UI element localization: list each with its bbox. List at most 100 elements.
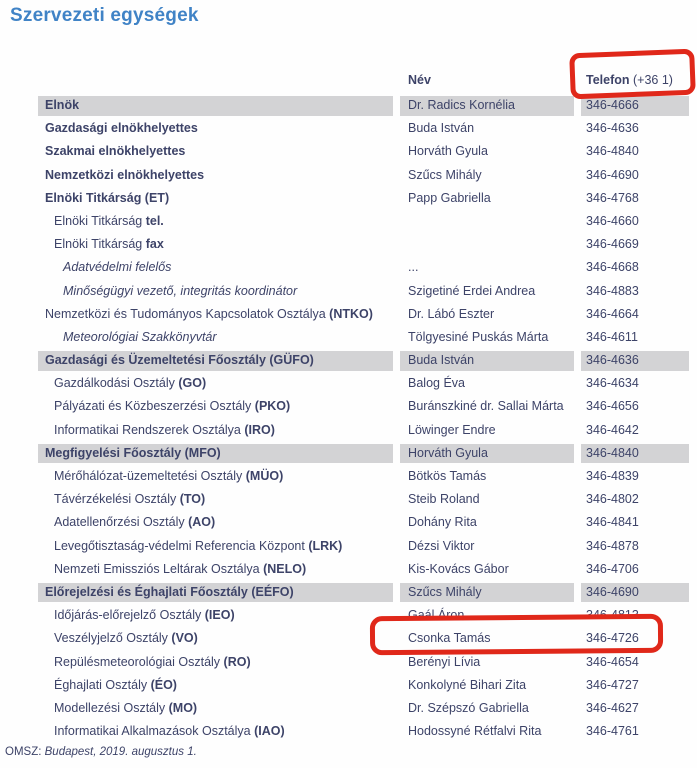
unit-cell: Megfigyelési Főosztály (MFO): [38, 443, 393, 464]
org-units-table: Név Telefon (+36 1) Elnök Dr. Radics Korn…: [38, 62, 689, 745]
unit-cell: Informatikai Alkalmazások Osztálya (IAO): [54, 724, 285, 739]
unit-abbreviation: (VO): [171, 631, 198, 646]
unit-abbreviation: (NELO): [263, 561, 307, 576]
unit-cell: Adatvédelmi felelős: [63, 260, 172, 275]
table-row: Mérőhálózat-üzemeltetési Osztály (MÜO) Bö…: [38, 467, 689, 490]
name-cell: ...: [408, 260, 419, 275]
unit-cell: Elnöki Titkárság tel.: [54, 213, 164, 228]
table-row: Nemzetközi és Tudományos Kapcsolatok Osz…: [38, 305, 689, 328]
phone-cell: 346-4690: [586, 167, 639, 182]
name-cell: Kis-Kovács Gábor: [408, 561, 509, 576]
phone-cell: 346-4840: [581, 443, 689, 464]
table-row: Szakmai elnökhelyettes Horváth Gyula 346-4…: [38, 142, 689, 165]
unit-cell: Levegőtisztaság-védelmi Referencia Közpo…: [54, 538, 343, 553]
phone-cell: 346-4802: [586, 492, 639, 507]
name-cell: Buda István: [400, 351, 574, 371]
phone-cell: 346-4878: [586, 538, 639, 553]
table-row: Távérzékelési Osztály (TO) Steib Roland 34…: [38, 490, 689, 513]
phone-cell: 346-4664: [586, 306, 639, 321]
table-row: Veszélyjelző Osztály (VO) Csonka Tamás 346…: [38, 629, 689, 652]
table-row: Nemzetközi elnökhelyettes Szűcs Mihály 346…: [38, 166, 689, 189]
name-cell: Tölgyesiné Puskás Márta: [408, 329, 549, 344]
unit-abbreviation: (NTKO): [329, 306, 373, 321]
unit-cell: Szakmai elnökhelyettes: [45, 144, 186, 159]
footer-org-label: OMSZ:: [5, 746, 45, 758]
name-cell: Buda István: [408, 121, 475, 136]
name-cell: Berényi Lívia: [408, 654, 481, 669]
name-cell: Gaál Áron: [408, 608, 465, 623]
phone-cell: 346-4654: [586, 654, 639, 669]
table-row: Informatikai Alkalmazások Osztálya (IAO)…: [38, 722, 689, 745]
phone-cell: 346-4627: [586, 700, 639, 715]
phone-cell: 346-4813: [586, 608, 639, 623]
table-row: Repülésmeteorológiai Osztály (RO) Berényi…: [38, 653, 689, 676]
unit-cell: Modellezési Osztály (MO): [54, 700, 198, 715]
table-row: Pályázati és Közbeszerzési Osztály (PKO)…: [38, 397, 689, 420]
header-phone-label: Telefon: [586, 72, 630, 87]
name-cell: Dr. Radics Kornélia: [400, 96, 574, 116]
name-cell: Bötkös Tamás: [408, 469, 487, 483]
name-cell: Horváth Gyula: [400, 443, 574, 464]
table-row: Modellezési Osztály (MO) Dr. Szépszó Gabr…: [38, 699, 689, 722]
unit-cell: Pályázati és Közbeszerzési Osztály (PKO): [54, 399, 291, 414]
name-cell: Balog Éva: [408, 376, 465, 391]
table-row: Elnöki Titkárság fax 346-4669: [38, 235, 689, 258]
unit-cell: Minőségügyi vezető, integritás koordinát…: [63, 283, 298, 298]
section-header-row: Megfigyelési Főosztály (MFO) Horváth Gyul…: [38, 443, 689, 467]
table-row: Éghajlati Osztály (ÉO) Konkolyné Bihari Z…: [38, 676, 689, 699]
footer-date: Budapest, 2019. augusztus 1.: [44, 746, 197, 758]
table-row: Levegőtisztaság-védelmi Referencia Közpo…: [38, 537, 689, 560]
header-unit: [38, 71, 393, 91]
phone-cell: 346-4666: [581, 96, 689, 116]
unit-abbreviation: (MÜO): [245, 469, 284, 483]
unit-cell: Elnöki Titkárság (ET): [45, 190, 170, 205]
phone-cell: 346-4726: [586, 631, 639, 646]
phone-cell: 346-4727: [586, 677, 639, 692]
unit-cell: Éghajlati Osztály (ÉO): [54, 677, 177, 692]
name-cell: Buránszkiné dr. Sallai Márta: [408, 399, 564, 414]
unit-cell: Adatellenőrzési Osztály (AO): [54, 515, 216, 530]
unit-cell: Meteorológiai Szakkönyvtár: [63, 329, 217, 344]
unit-abbreviation: (PKO): [254, 399, 291, 414]
phone-cell: 346-4636: [581, 351, 689, 371]
phone-cell: 346-4839: [586, 469, 639, 483]
name-cell: Horváth Gyula: [408, 144, 488, 159]
name-cell: Dr. Lábó Eszter: [408, 306, 495, 321]
name-cell: Konkolyné Bihari Zita: [408, 677, 527, 692]
unit-abbreviation: (TO): [179, 492, 206, 507]
phone-cell: 346-4669: [586, 237, 639, 252]
phone-cell: 346-4841: [586, 515, 639, 530]
unit-cell: Nemzetközi és Tudományos Kapcsolatok Osz…: [45, 306, 373, 321]
phone-cell: 346-4634: [586, 376, 639, 391]
phone-cell: 346-4768: [586, 190, 639, 205]
unit-cell: Repülésmeteorológiai Osztály (RO): [54, 654, 251, 669]
phone-cell: 346-4761: [586, 724, 639, 739]
table-row: Időjárás-előrejelző Osztály (IEO) Gaál Ár…: [38, 606, 689, 629]
name-cell: [400, 212, 574, 232]
unit-abbreviation: (MO): [168, 700, 198, 715]
unit-cell: Mérőhálózat-üzemeltetési Osztály (MÜO): [54, 469, 284, 483]
table-row: Nemzeti Emissziós Leltárak Osztálya (NEL…: [38, 560, 689, 583]
section-header-row: Elnök Dr. Radics Kornélia 346-4666: [38, 96, 689, 119]
unit-abbreviation: (GO): [178, 376, 207, 391]
unit-cell: Gazdasági elnökhelyettes: [45, 121, 198, 136]
unit-cell: Időjárás-előrejelző Osztály (IEO): [54, 608, 235, 623]
header-phone: Telefon (+36 1): [581, 71, 689, 91]
unit-abbreviation: (LRK): [308, 538, 343, 553]
phone-cell: 346-4883: [586, 283, 639, 298]
section-header-row: Gazdasági és Üzemeltetési Főosztály (GÜF…: [38, 351, 689, 374]
unit-abbreviation: (IEO): [204, 608, 235, 623]
header-phone-prefix: (+36 1): [629, 72, 673, 87]
phone-cell: 346-4668: [586, 260, 639, 275]
unit-cell: Veszélyjelző Osztály (VO): [54, 631, 198, 646]
phone-cell: 346-4636: [586, 121, 639, 136]
table-body: Elnök Dr. Radics Kornélia 346-4666 Gazdaság…: [38, 96, 689, 745]
name-cell: [400, 235, 574, 255]
unit-cell: Előrejelzési és Éghajlati Főosztály (EÉF…: [38, 582, 393, 603]
name-cell: Hodossyné Rétfalvi Rita: [408, 724, 542, 739]
phone-cell: 346-4706: [586, 561, 639, 576]
phone-cell: 346-4690: [581, 582, 689, 603]
table-row: Adatellenőrzési Osztály (AO) Dohány Rita 3…: [38, 513, 689, 536]
name-cell: Szűcs Mihály: [400, 582, 574, 603]
name-cell: Szigetiné Erdei Andrea: [408, 283, 536, 298]
